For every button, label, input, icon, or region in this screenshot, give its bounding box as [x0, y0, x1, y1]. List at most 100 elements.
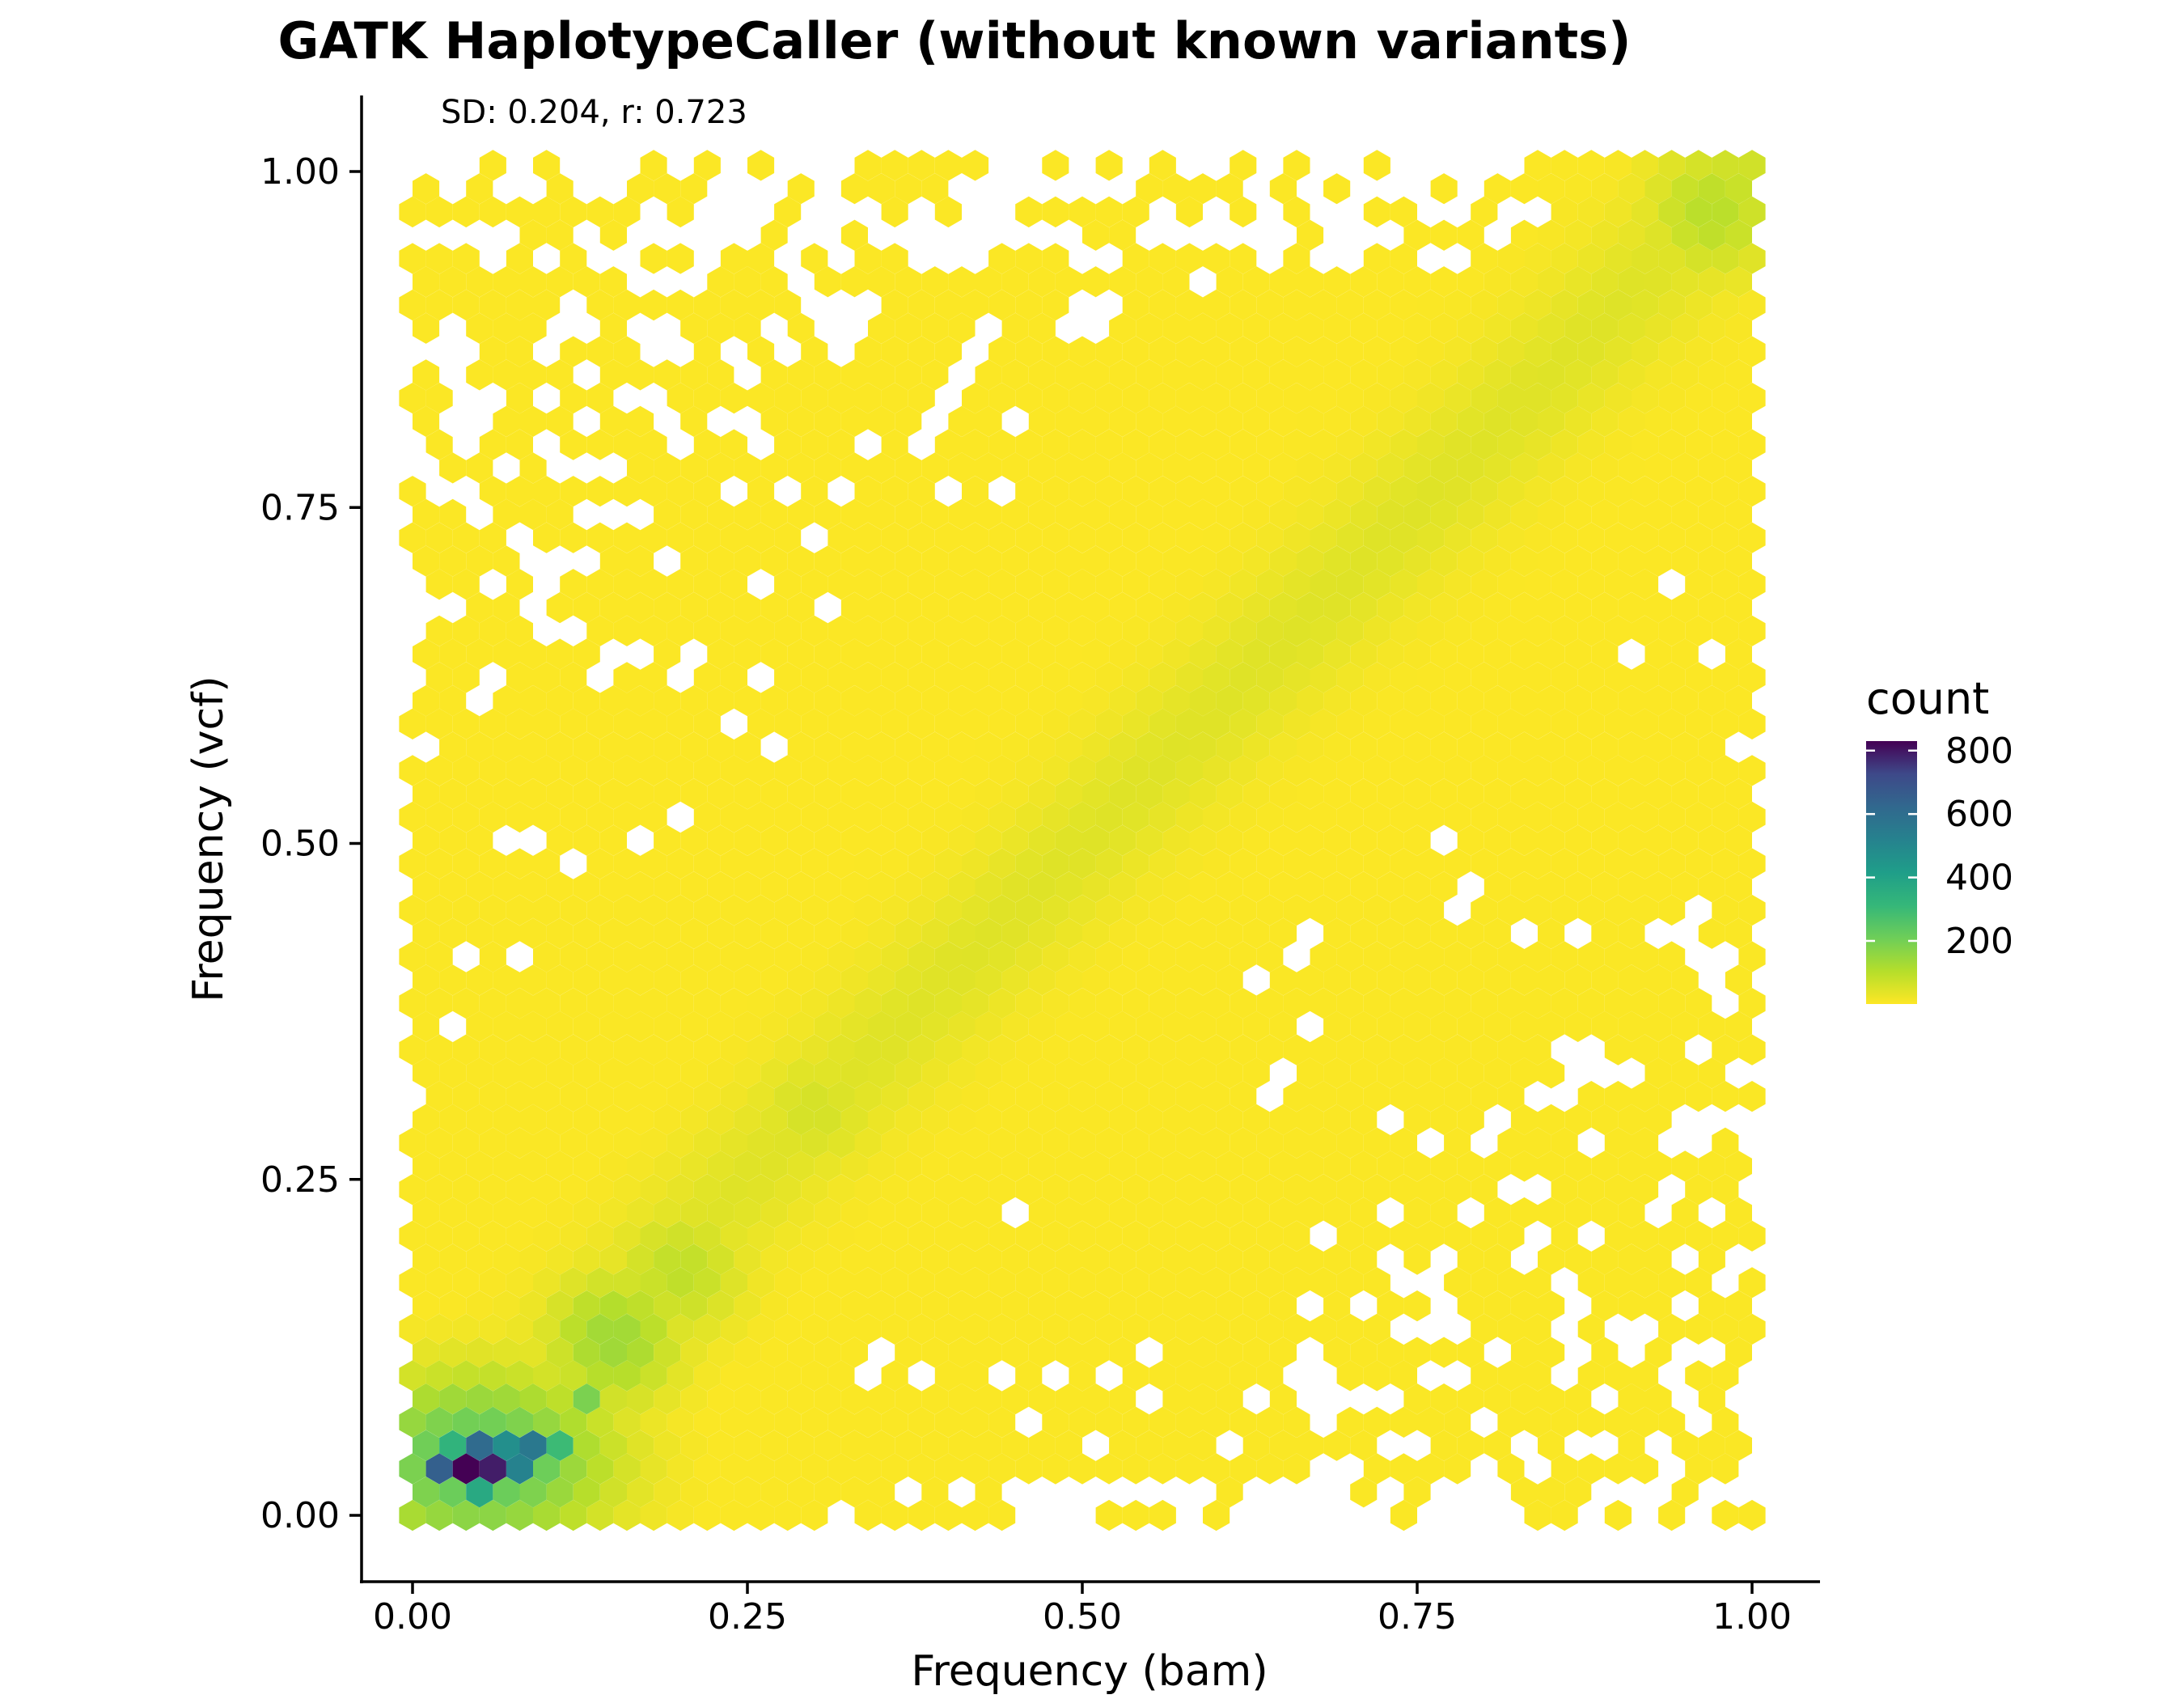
hex-bin [1028, 266, 1056, 298]
hex-bin [760, 219, 788, 251]
hex-bin [560, 1034, 587, 1066]
hex-bin [1497, 894, 1525, 926]
hex-bin [667, 569, 694, 600]
hex-bin [627, 1477, 654, 1508]
y-axis-label: Frequency (vcf) [184, 676, 233, 1002]
hex-bin [1256, 289, 1284, 321]
hex-bin [1095, 988, 1123, 1019]
hex-bin [827, 1127, 855, 1159]
hex-bin [1632, 196, 1659, 228]
hex-bin [1095, 1220, 1123, 1252]
hex-bin [1269, 1337, 1297, 1368]
hex-bin [479, 196, 506, 228]
x-tick-label: 0.50 [1043, 1596, 1122, 1638]
hex-bin [1403, 1337, 1431, 1368]
hex-bin [413, 685, 440, 717]
hex-bin [1497, 1220, 1525, 1252]
hex-bin [1189, 405, 1217, 437]
hex-bin [1712, 1360, 1739, 1392]
hex-bin [680, 498, 708, 531]
hex-bin [948, 638, 976, 670]
hex-bin [1363, 522, 1390, 553]
hex-bin [1484, 545, 1511, 577]
hex-bin [1310, 708, 1337, 739]
hex-bin [840, 219, 868, 251]
hex-bin [1256, 708, 1284, 739]
hex-bin [1471, 662, 1498, 693]
hex-bin [1350, 1057, 1378, 1089]
hex-bin [667, 383, 694, 414]
hex-bin [962, 1499, 989, 1532]
hex-bin [1632, 1034, 1659, 1066]
hex-bin [573, 1197, 600, 1229]
hex-bin [1297, 871, 1324, 903]
hex-bin [787, 638, 815, 670]
hex-bin [948, 591, 976, 624]
hex-bin [1069, 569, 1096, 600]
hex-bin [1162, 1150, 1190, 1182]
hex-bin [934, 150, 962, 181]
hex-bin [1028, 545, 1056, 577]
hex-bin [975, 498, 1002, 531]
hex-bin [760, 1104, 788, 1136]
hex-bin [1230, 1127, 1257, 1159]
hex-bin [1310, 615, 1337, 646]
hex-bin [881, 569, 908, 600]
hex-bin [493, 1244, 520, 1275]
hex-bin [1189, 173, 1217, 205]
hex-bin [1471, 941, 1498, 972]
hex-bin [640, 289, 667, 321]
hex-bin [413, 1337, 440, 1368]
hex-bin [1042, 801, 1069, 833]
hex-bin [654, 1150, 681, 1182]
hex-bin [1725, 1150, 1752, 1182]
hex-bin [720, 1081, 747, 1112]
hex-bin [1644, 871, 1672, 903]
hex-bin [1042, 894, 1069, 926]
hex-bin [1363, 894, 1390, 926]
hex-bin [1336, 708, 1364, 739]
hex-bin [1323, 824, 1351, 856]
hex-bin [962, 289, 989, 321]
hex-bin [1497, 848, 1525, 879]
hex-bin [1510, 173, 1538, 205]
hex-bin [1122, 1360, 1149, 1392]
hex-bin [1738, 383, 1766, 414]
hex-bin [1109, 452, 1136, 484]
hex-bin [1203, 615, 1230, 646]
hex-bin [1028, 312, 1056, 344]
hex-bin [1082, 266, 1110, 298]
hex-bin [1712, 429, 1739, 460]
hex-bin [1162, 1011, 1190, 1042]
hex-bin [1015, 1313, 1043, 1345]
hex-bin [801, 1081, 828, 1112]
hex-bin [1510, 452, 1538, 484]
hex-bin [1082, 1197, 1110, 1229]
hex-bin [1230, 383, 1257, 414]
hex-bin [1028, 1244, 1056, 1275]
hex-bin [533, 894, 561, 926]
hex-bin [840, 638, 868, 670]
hex-bin [1484, 1057, 1511, 1089]
hex-bin [654, 1290, 681, 1322]
hex-bin [1591, 219, 1619, 251]
hex-bin [1725, 591, 1752, 624]
hex-bin [1350, 545, 1378, 577]
hex-bin [1484, 778, 1511, 810]
hex-bin [1203, 429, 1230, 460]
hex-bin [1256, 941, 1284, 972]
hex-bin [1175, 289, 1203, 321]
hex-bin [425, 243, 453, 274]
hex-bin [1055, 545, 1082, 577]
hex-bin [667, 1406, 694, 1438]
hex-bin [1256, 1034, 1284, 1066]
hex-bin [895, 824, 922, 856]
hex-bin [1484, 591, 1511, 624]
hex-bin [1336, 336, 1364, 367]
hex-bin [827, 429, 855, 460]
hex-bin [1497, 1034, 1525, 1066]
hex-bin [1577, 243, 1605, 274]
hex-bin [1430, 1150, 1458, 1182]
hex-bin [1524, 243, 1551, 274]
hex-bin [760, 871, 788, 903]
